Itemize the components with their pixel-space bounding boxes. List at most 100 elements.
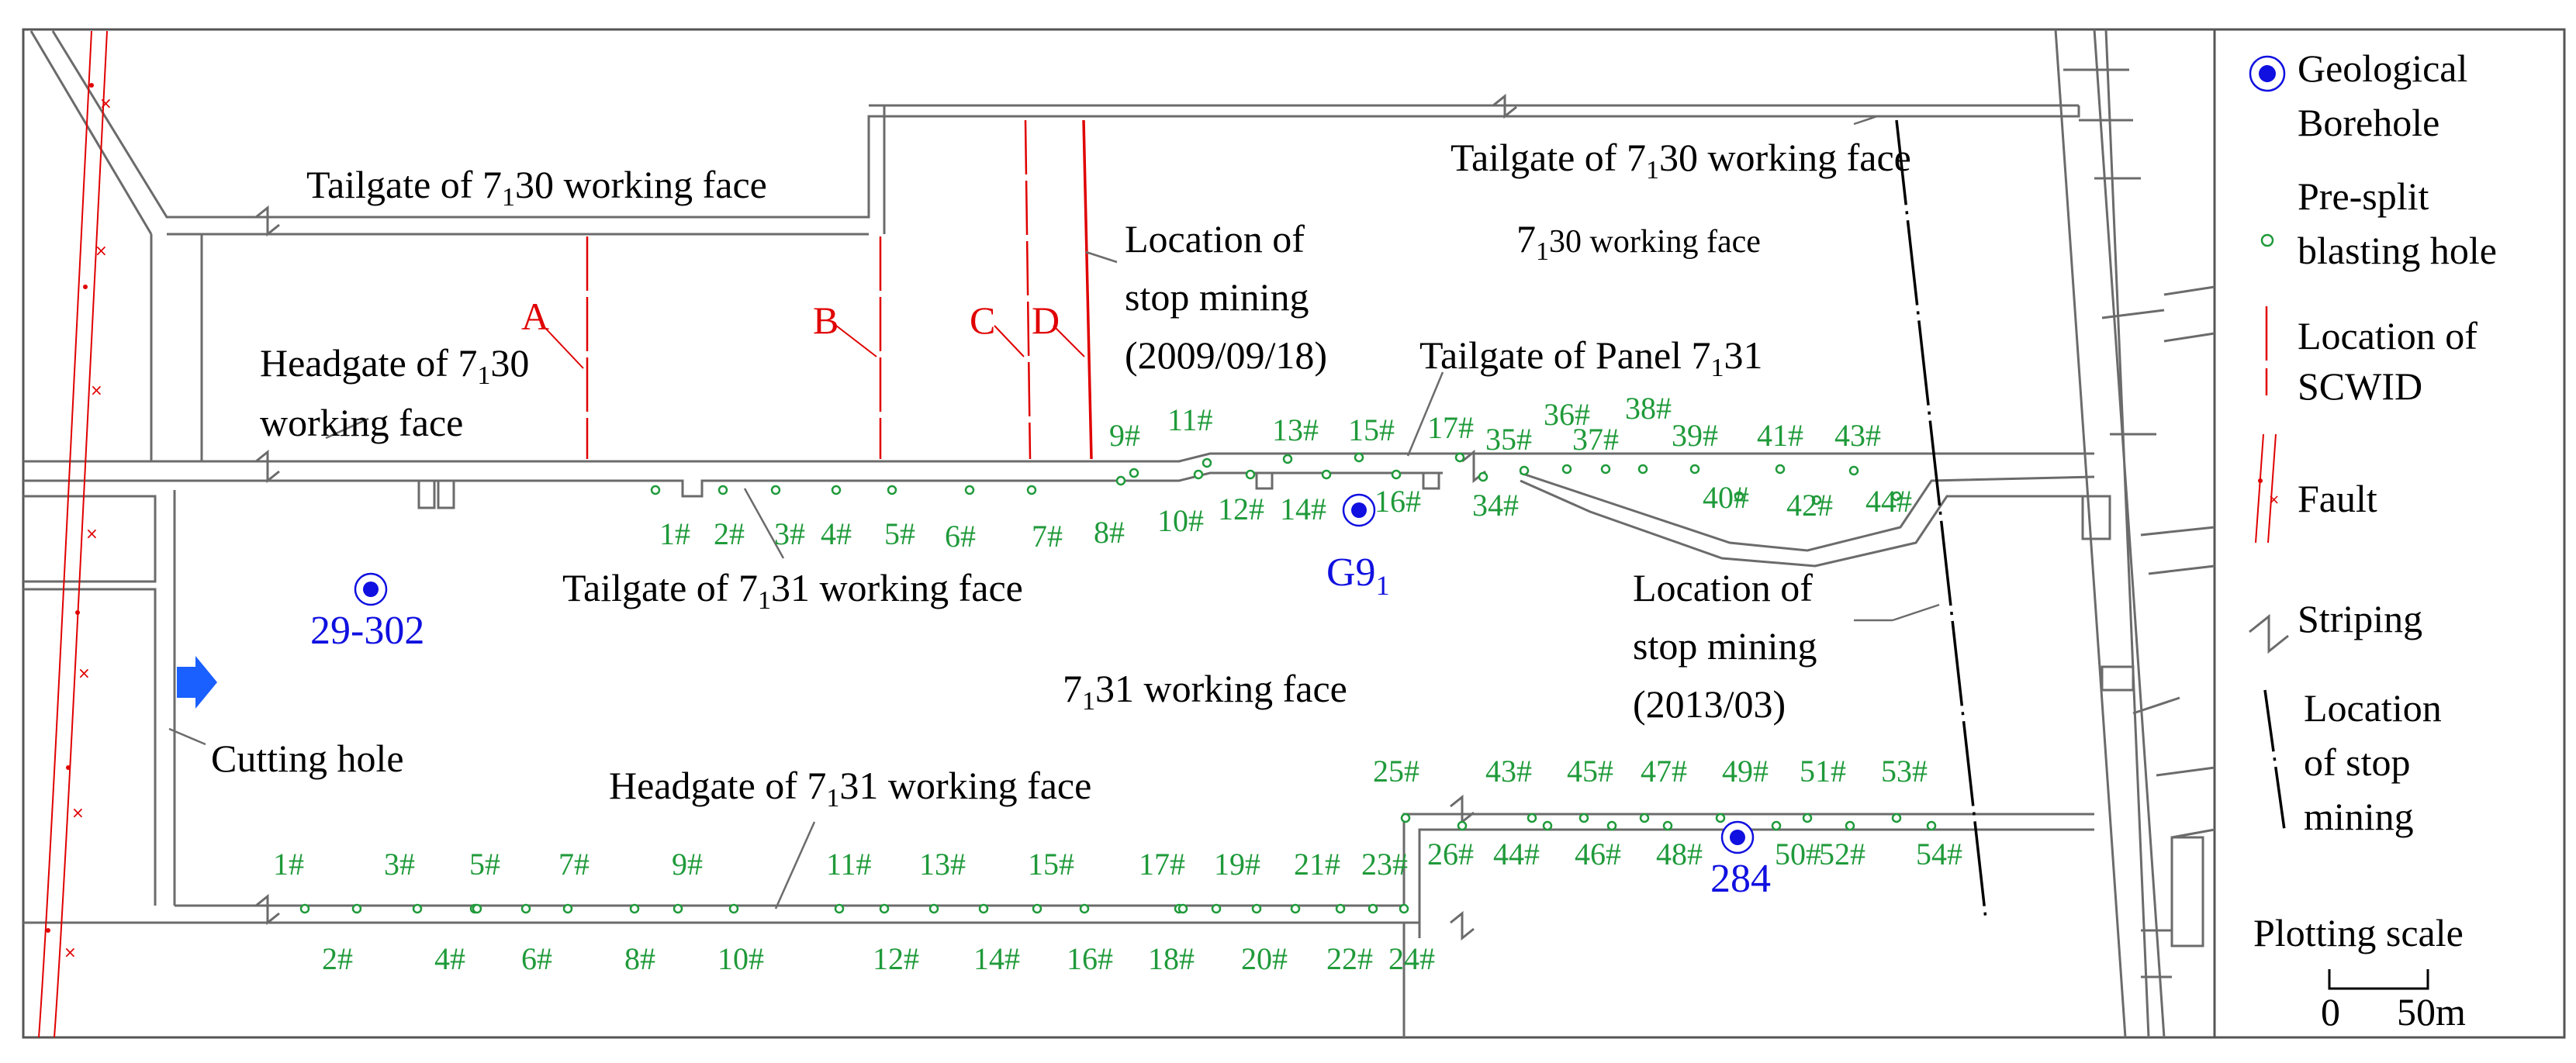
- scwid-label-d: D: [1032, 299, 1060, 342]
- leader-headgate-731: [774, 821, 816, 909]
- blasting-hole: [1802, 813, 1813, 823]
- tailgate-731-notches: [417, 473, 1440, 509]
- blasting-hole: [1400, 813, 1411, 823]
- blasting-hole: [717, 485, 728, 495]
- blasting-hole-label: 5#: [469, 847, 500, 882]
- fault-marker: ×: [90, 381, 103, 399]
- fault-dot: [66, 765, 71, 770]
- blasting-hole-label: 12#: [1218, 492, 1264, 526]
- fault-lines: [38, 30, 108, 1038]
- blasting-hole-label: 14#: [973, 941, 1020, 976]
- fault-dot: [46, 928, 50, 933]
- blasting-hole: [1335, 903, 1346, 914]
- blasting-hole-label: 16#: [1374, 484, 1421, 519]
- blasting-hole: [351, 903, 362, 914]
- leader-tailgate-731: [743, 488, 785, 559]
- label-stop-2013-line1: Location of: [1633, 566, 1813, 609]
- roadways: [23, 29, 2215, 1038]
- blasting-hole: [1926, 820, 1937, 831]
- label-stop-2009-line1: Location of: [1125, 217, 1305, 261]
- borehole-g91: G91: [1326, 493, 1390, 601]
- blasting-hole: [1811, 495, 1822, 506]
- label-stop-2013-line3: (2013/03): [1633, 682, 1786, 726]
- blasting-hole: [1662, 820, 1673, 831]
- legend-presplit-hole-icon: [2260, 233, 2274, 247]
- legend-stop-line3: mining: [2304, 795, 2414, 838]
- blasting-hole: [1771, 820, 1782, 831]
- scwid-leader: [1053, 325, 1085, 357]
- blasting-hole-label: 12#: [873, 941, 919, 976]
- blasting-hole: [978, 903, 989, 914]
- fault-dot: [83, 285, 88, 289]
- legend-scwid-line1: Location of: [2298, 314, 2477, 357]
- fault-marker: ×: [95, 241, 108, 260]
- blasting-hole-label: 16#: [1067, 941, 1113, 976]
- blasting-hole-label: 45#: [1567, 754, 1613, 789]
- fault-marker: ×: [85, 524, 99, 543]
- blasting-hole-label: 23#: [1361, 847, 1408, 882]
- scwid-label-a: A: [521, 295, 549, 338]
- blasting-hole-label: 5#: [884, 516, 915, 551]
- curved-gate: [1520, 471, 2095, 568]
- blasting-hole: [1321, 469, 1332, 480]
- blasting-hole-label: 51#: [1800, 754, 1846, 789]
- blasting-hole-label: 35#: [1485, 422, 1532, 457]
- blasting-hole-label: 17#: [1427, 410, 1474, 445]
- legend: Geological Borehole Pre-split blasting h…: [2249, 47, 2497, 1034]
- blasting-hole-label: 8#: [1094, 515, 1125, 550]
- legend-borehole-line2: Borehole: [2298, 101, 2439, 144]
- leader-stop-2009: [1085, 250, 1118, 264]
- label-stop-2009-line3: (2009/09/18): [1125, 333, 1327, 377]
- legend-striping-label: Striping: [2298, 597, 2422, 640]
- legend-presplit-line1: Pre-split: [2298, 174, 2429, 218]
- striping-symbol: [1450, 910, 1475, 941]
- blasting-hole: [1600, 464, 1611, 475]
- blasting-hole-label: 3#: [774, 516, 805, 551]
- label-leaders: [168, 115, 1940, 909]
- blasting-hole-label: 47#: [1641, 754, 1687, 789]
- blasting-hole: [1026, 485, 1037, 495]
- blasting-hole-label: 43#: [1485, 754, 1532, 789]
- fault-marker: ×: [71, 803, 85, 822]
- blasting-hole-label: 54#: [1916, 837, 1962, 871]
- leader-tailgate-panel: [1406, 371, 1444, 457]
- tailgate-731-road: [23, 452, 2094, 498]
- striping-symbol: [255, 449, 280, 484]
- blasting-hole: [650, 485, 661, 495]
- blasting-hole-label: 26#: [1427, 837, 1474, 871]
- legend-fault-marker: ×: [2268, 492, 2280, 508]
- right-side-chambers: [2063, 68, 2215, 978]
- blasting-hole: [928, 903, 939, 914]
- scwid-leader: [835, 325, 877, 357]
- leader-headgate-730: [325, 417, 369, 440]
- blasting-hole: [1715, 813, 1726, 823]
- blasting-hole: [1561, 464, 1572, 475]
- borehole-icon-center: [1730, 830, 1745, 845]
- borehole-label: 29-302: [310, 609, 424, 653]
- blasting-hole: [1891, 491, 1902, 502]
- blasting-hole-label: 7#: [558, 847, 590, 882]
- blasting-hole-label: 39#: [1672, 418, 1718, 453]
- headgate-731-extension: [1402, 923, 1421, 1037]
- blasting-hole: [1251, 903, 1262, 914]
- right-connector: [2054, 29, 2166, 1038]
- blasting-hole-label: 6#: [945, 519, 976, 554]
- blasting-hole: [412, 903, 423, 914]
- blasting-hole-label: 17#: [1139, 847, 1185, 882]
- blasting-hole-label: 4#: [434, 941, 465, 976]
- stop-mining-2013-line: [1895, 119, 1987, 920]
- blasting-hole: [1368, 903, 1378, 914]
- label-headgate-730-line2: working face: [260, 401, 463, 444]
- blasting-hole: [1478, 471, 1489, 482]
- blasting-hole: [520, 903, 531, 914]
- borehole-label: 284: [1710, 857, 1771, 901]
- label-tailgate-730-left: Tailgate of 7130 working face: [306, 163, 767, 212]
- borehole-29-302: 29-302: [310, 572, 424, 653]
- fault-dot: [75, 610, 80, 615]
- road-labels: Tailgate of 7130 working face Tailgate o…: [211, 136, 1911, 813]
- tailgate-730-right-road: [884, 104, 2080, 118]
- blasting-hole-label: 6#: [521, 941, 552, 976]
- blasting-hole-label: 11#: [826, 847, 872, 882]
- legend-fault-icon: [2255, 433, 2277, 544]
- blasting-hole: [1032, 903, 1043, 914]
